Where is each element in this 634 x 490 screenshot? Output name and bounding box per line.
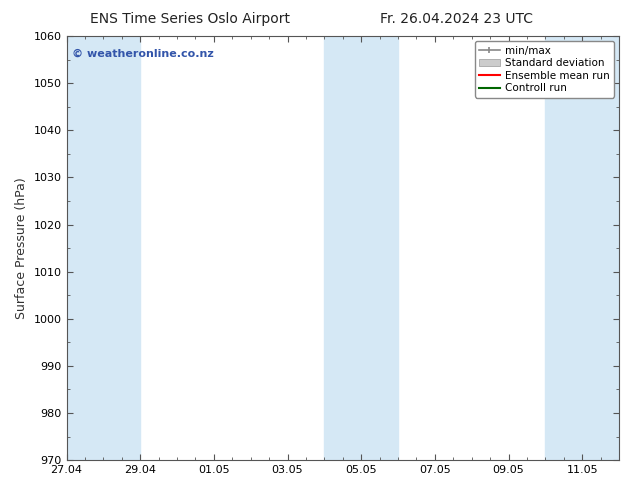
Y-axis label: Surface Pressure (hPa): Surface Pressure (hPa): [15, 177, 28, 319]
Bar: [325, 36, 398, 460]
Bar: [545, 36, 619, 460]
Legend: min/max, Standard deviation, Ensemble mean run, Controll run: min/max, Standard deviation, Ensemble me…: [475, 41, 614, 98]
Text: © weatheronline.co.nz: © weatheronline.co.nz: [72, 49, 214, 59]
Text: Fr. 26.04.2024 23 UTC: Fr. 26.04.2024 23 UTC: [380, 12, 533, 26]
Text: ENS Time Series Oslo Airport: ENS Time Series Oslo Airport: [90, 12, 290, 26]
Bar: [67, 36, 140, 460]
